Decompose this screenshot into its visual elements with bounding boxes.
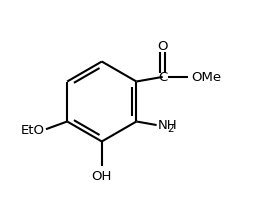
Text: OH: OH — [92, 169, 112, 182]
Text: OMe: OMe — [191, 71, 222, 84]
Text: C: C — [158, 71, 167, 84]
Text: O: O — [157, 39, 168, 52]
Text: 2: 2 — [167, 123, 174, 133]
Text: NH: NH — [158, 118, 177, 131]
Text: EtO: EtO — [21, 123, 45, 136]
